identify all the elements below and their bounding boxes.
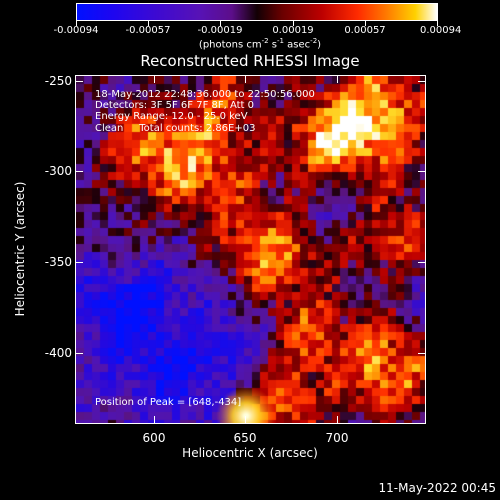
image-plot-area bbox=[75, 75, 426, 424]
y-tick-label: -350 bbox=[44, 255, 72, 269]
y-axis-tick bbox=[75, 353, 83, 354]
colorbar bbox=[76, 3, 438, 21]
x-axis-tick bbox=[245, 75, 246, 83]
y-axis-tick bbox=[418, 81, 426, 82]
x-tick-label: 600 bbox=[142, 431, 166, 445]
x-axis-tick bbox=[154, 416, 155, 424]
colorbar-tick-label: 0.00094 bbox=[420, 25, 462, 36]
clean-counts-text: Clean Total counts: 2.86E+03 bbox=[95, 123, 256, 134]
plot-timestamp: 11-May-2022 00:45 bbox=[378, 481, 496, 495]
y-axis-label: Heliocentric Y (arcsec) bbox=[13, 181, 27, 317]
y-axis-tick bbox=[75, 81, 83, 82]
colorbar-gradient bbox=[77, 4, 437, 20]
colorbar-tick bbox=[76, 21, 77, 26]
x-axis-tick bbox=[245, 416, 246, 424]
x-axis-tick bbox=[154, 75, 155, 83]
colorbar-tick bbox=[365, 21, 366, 26]
colorbar-tick-label: 0.00057 bbox=[344, 25, 386, 36]
x-tick-label: 700 bbox=[325, 431, 349, 445]
colorbar-tick-label: -0.00019 bbox=[197, 25, 243, 36]
detectors-text: Detectors: 3F 5F 6F 7F 8F, Att 0 bbox=[95, 100, 255, 111]
x-axis-tick bbox=[337, 416, 338, 424]
colorbar-tick bbox=[220, 21, 221, 26]
colorbar-units: (photons cm-2 s-1 asec-2) bbox=[198, 37, 322, 51]
y-axis-tick bbox=[75, 171, 83, 172]
y-axis-tick bbox=[75, 262, 83, 263]
colorbar-tick-label: -0.00057 bbox=[125, 25, 171, 36]
colorbar-tick-label: 0.00019 bbox=[272, 25, 314, 36]
x-axis-tick bbox=[337, 75, 338, 83]
x-tick-label: 650 bbox=[233, 431, 257, 445]
y-tick-label: -250 bbox=[44, 74, 72, 88]
heatmap-canvas bbox=[76, 76, 425, 423]
x-axis-label: Heliocentric X (arcsec) bbox=[182, 446, 318, 460]
y-tick-label: -300 bbox=[44, 164, 72, 178]
y-tick-label: -400 bbox=[44, 346, 72, 360]
colorbar-tick-label: -0.00094 bbox=[53, 25, 99, 36]
y-axis-tick bbox=[418, 171, 426, 172]
y-axis-tick bbox=[418, 262, 426, 263]
image-title: Reconstructed RHESSI Image bbox=[140, 52, 360, 70]
colorbar-tick bbox=[148, 21, 149, 26]
peak-position-text: Position of Peak = [648,-434] bbox=[95, 397, 242, 408]
y-axis-tick bbox=[418, 353, 426, 354]
time-range-text: 18-May-2012 22:48:36.000 to 22:50:56.000 bbox=[95, 89, 315, 100]
colorbar-tick bbox=[293, 21, 294, 26]
energy-range-text: Energy Range: 12.0 - 25.0 keV bbox=[95, 111, 248, 122]
colorbar-tick bbox=[437, 21, 438, 26]
